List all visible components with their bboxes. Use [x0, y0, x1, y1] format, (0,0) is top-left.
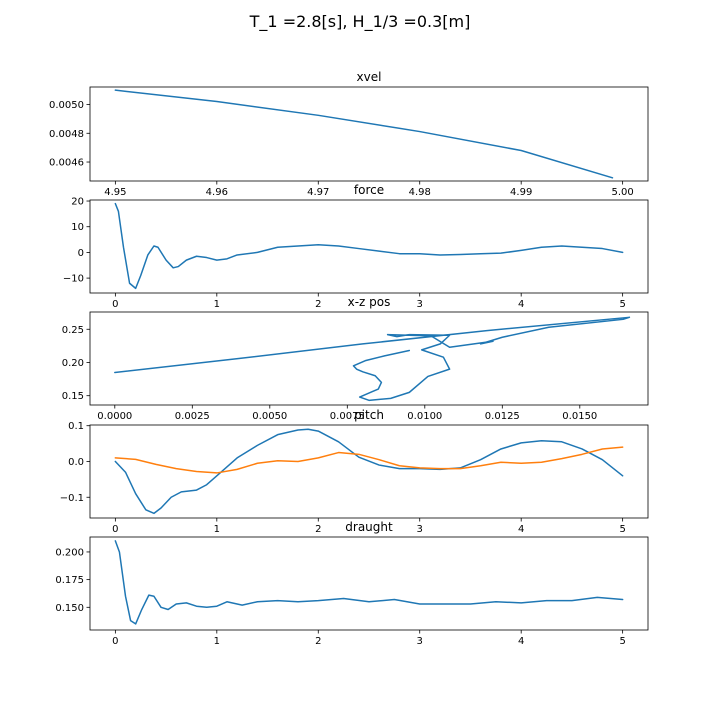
x-tick-label: 1: [214, 524, 220, 535]
figure-title: T_1 =2.8[s], H_1/3 =0.3[m]: [249, 12, 471, 32]
plot-frame: [89, 199, 649, 294]
y-tick-label: 0.175: [55, 575, 84, 586]
subplot-force: 0 1 2 3 4 5 −10 0 10 20 force: [63, 183, 649, 310]
x-tick-label: 0.0125: [485, 411, 520, 422]
x-tick-label: 4.97: [307, 187, 329, 198]
y-tick-label: 0.1: [68, 421, 84, 432]
y-tick-label: 0.0048: [49, 129, 84, 140]
x-tick-label: 0.0150: [562, 411, 597, 422]
plot-frame: [89, 424, 649, 519]
series-line-1: [114, 428, 624, 515]
subplot-title: force: [354, 183, 384, 197]
plot-frame: [89, 536, 649, 631]
x-tick-label: 5: [619, 636, 625, 647]
subplot-xvel: 4.95 4.96 4.97 4.98 4.99 5.00 0.0046 0.0048 0.00…: [49, 70, 649, 198]
y-tick-label: 20: [71, 197, 84, 208]
series-line-1: [114, 202, 624, 290]
x-tick-label: 2: [315, 636, 321, 647]
x-tick-label: 0: [112, 299, 118, 310]
subplot-title: pitch: [354, 408, 384, 422]
y-tick-label: 0.15: [62, 391, 84, 402]
x-tick-label: 5: [619, 524, 625, 535]
x-tick-label: 1: [214, 636, 220, 647]
y-tick-label: 0: [78, 248, 84, 259]
y-tick-label: −0.1: [60, 493, 84, 504]
x-tick-label: 5.00: [612, 187, 634, 198]
subplot-title: xvel: [357, 70, 382, 84]
x-tick-label: 0.0050: [252, 411, 287, 422]
subplot-title: x-z pos: [348, 295, 391, 309]
x-tick-label: 3: [417, 524, 423, 535]
x-tick-label: 4: [518, 524, 524, 535]
x-tick-label: 4.96: [206, 187, 228, 198]
x-tick-label: 3: [417, 636, 423, 647]
subplot-stack: 4.95 4.96 4.97 4.98 4.99 5.000.00460.00480.00…: [49, 70, 649, 647]
x-tick-label: 0.0000: [97, 411, 132, 422]
x-tick-label: 0.0025: [175, 411, 210, 422]
y-tick-label: 0.0050: [49, 100, 84, 111]
x-tick-label: 2: [315, 299, 321, 310]
x-tick-label: 5: [619, 299, 625, 310]
plot-frame: [89, 86, 649, 182]
x-tick-label: 4: [518, 636, 524, 647]
x-tick-label: 0: [112, 524, 118, 535]
series-line-1: [114, 540, 624, 625]
y-tick-label: 0.200: [55, 547, 84, 558]
y-tick-label: 0.25: [62, 325, 84, 336]
subplot-draught: 0 1 2 3 4 5 0.150 0.175 0.200 draught: [55, 520, 649, 647]
y-tick-label: 10: [71, 222, 84, 233]
y-tick-label: −10: [63, 274, 84, 285]
subplot-x-z-pos: 0.0000 0.0025 0.0050 0.0075 0.0100 0.0125 0.01…: [62, 295, 649, 422]
x-tick-label: 3: [417, 299, 423, 310]
x-tick-label: 0.0075: [330, 411, 365, 422]
x-tick-label: 4.99: [510, 187, 532, 198]
y-tick-label: 0.0: [68, 457, 84, 468]
subplot-pitch: 0 1 2 3 4 5 −0.1 0.0 0.1 pitch: [60, 408, 649, 535]
x-tick-label: 4.98: [409, 187, 431, 198]
x-tick-label: 1: [214, 299, 220, 310]
subplot-title: draught: [345, 520, 393, 534]
y-tick-label: 0.20: [62, 358, 84, 369]
y-tick-label: 0.150: [55, 603, 84, 614]
x-tick-label: 4.95: [104, 187, 126, 198]
x-tick-label: 0.0100: [407, 411, 442, 422]
series-line-1: [114, 89, 614, 179]
series-line-2: [114, 446, 624, 474]
x-tick-label: 0: [112, 636, 118, 647]
y-tick-label: 0.0046: [49, 158, 84, 169]
x-tick-label: 2: [315, 524, 321, 535]
plot-frame: [89, 311, 649, 406]
x-tick-label: 4: [518, 299, 524, 310]
series-line-1: [114, 316, 631, 402]
